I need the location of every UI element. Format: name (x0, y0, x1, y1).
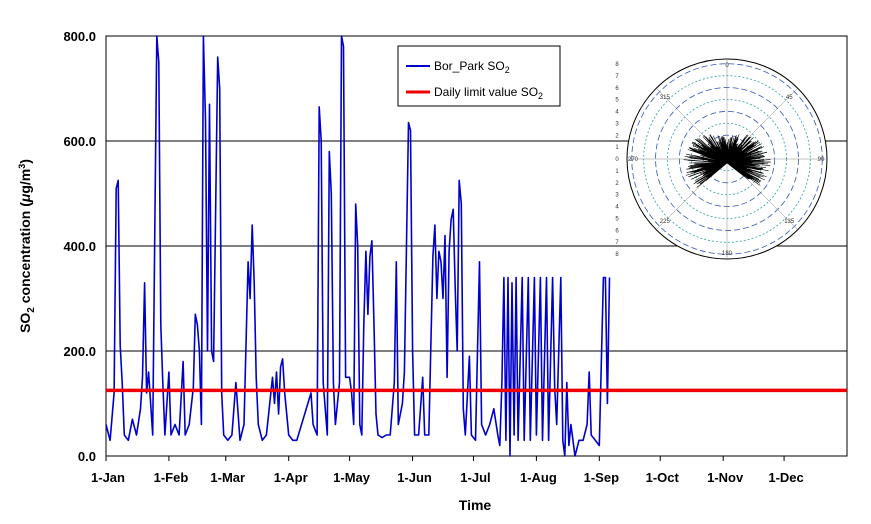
y-tick-label: 0.0 (78, 449, 96, 464)
polar-angle-label: 270 (628, 157, 639, 163)
polar-radial-label: 2 (615, 181, 619, 187)
x-tick-label: 1-Mar (210, 470, 245, 485)
x-tick-label: 1-Oct (646, 470, 680, 485)
polar-angle-label: 180 (722, 251, 733, 257)
x-tick-label: 1-May (333, 470, 371, 485)
polar-radial-label: 6 (615, 86, 619, 92)
x-tick-label: 1-Aug (520, 470, 557, 485)
polar-radial-label: 1 (615, 169, 619, 175)
polar-radial-label: 5 (615, 216, 619, 222)
polar-radial-label: 5 (615, 98, 619, 104)
polar-angle-label: 135 (784, 219, 795, 225)
y-axis-ticks: 0.0 200.0 400.0 600.0 800.0 (63, 29, 96, 464)
polar-radial-label: 4 (615, 205, 619, 211)
polar-radial-label: 0 (615, 157, 619, 163)
x-axis-title: Time (459, 497, 492, 513)
polar-radial-label: 3 (615, 121, 619, 127)
y-tick-label: 600.0 (63, 134, 96, 149)
polar-wind-vectors (683, 134, 771, 188)
y-tick-label: 200.0 (63, 344, 96, 359)
x-tick-label: 1-Sep (584, 470, 619, 485)
plot-area-border (105, 35, 848, 457)
y-tick-label: 400.0 (63, 239, 96, 254)
legend-label-limit: Daily limit value SO2 (434, 85, 543, 101)
series-layer (105, 35, 847, 457)
polar-radial-label: 8 (615, 62, 619, 68)
x-tick-label: 1-Apr (274, 470, 308, 485)
polar-radial-label: 3 (615, 193, 619, 199)
polar-radial-label: 4 (615, 110, 619, 116)
x-tick-label: 1-Dec (768, 470, 803, 485)
legend-box (397, 45, 561, 107)
x-axis-ticks: 1-Jan 1-Feb 1-Mar 1-Apr 1-May 1-Jun 1-Jul 1-Aug… (91, 456, 804, 485)
legend: Bor_Park SO2 Daily limit value SO2 (397, 45, 561, 107)
x-tick-label: 1-Nov (707, 470, 744, 485)
polar-angle-label: 90 (818, 157, 825, 163)
y-axis-title: SO2 concentration (μg/m3) (17, 159, 37, 333)
y-tick-label: 800.0 (63, 29, 96, 44)
polar-angle-label: 315 (660, 95, 671, 101)
polar-radial-label: 7 (615, 74, 619, 80)
series-line-bor-park-so2 (105, 35, 611, 457)
x-tick-label: 1-Jun (397, 470, 432, 485)
polar-radial-label: 8 (615, 252, 619, 258)
polar-radial-label: 2 (615, 133, 619, 139)
polar-radial-label: 6 (615, 228, 619, 234)
polar-angle-label: 0 (725, 63, 729, 69)
legend-label-bor-park: Bor_Park SO2 (434, 59, 510, 75)
polar-radial-label: 7 (615, 240, 619, 246)
x-tick-label: 1-Jul (460, 470, 490, 485)
x-tick-label: 1-Jan (91, 470, 125, 485)
x-tick-label: 1-Feb (154, 470, 189, 485)
polar-angle-label: 45 (786, 95, 793, 101)
polar-angle-label: 225 (660, 219, 671, 225)
polar-radial-label: 1 (615, 145, 619, 151)
